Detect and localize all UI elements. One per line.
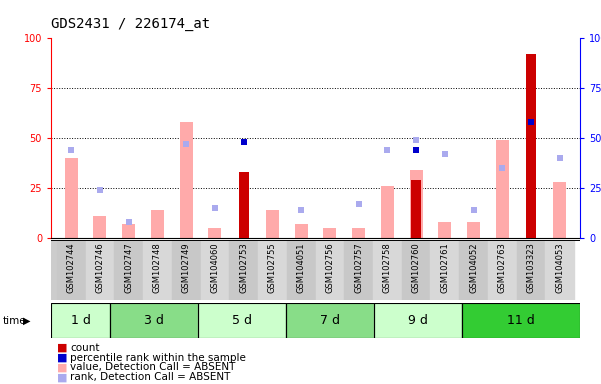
Text: percentile rank within the sample: percentile rank within the sample (70, 353, 246, 362)
Text: 7 d: 7 d (320, 314, 340, 327)
Bar (401, 240, 430, 300)
Bar (57, 240, 85, 300)
Text: GSM102747: GSM102747 (124, 242, 133, 293)
Bar (258, 240, 287, 300)
Text: GSM104051: GSM104051 (297, 242, 306, 293)
Bar (554, 182, 566, 238)
Bar (151, 210, 164, 238)
Text: GSM102749: GSM102749 (182, 242, 191, 293)
Bar (198, 303, 286, 338)
Text: GSM102748: GSM102748 (153, 242, 162, 293)
Text: GSM102760: GSM102760 (412, 242, 421, 293)
Text: 5 d: 5 d (232, 314, 252, 327)
Bar (122, 224, 135, 238)
Bar (381, 186, 394, 238)
Text: GSM102756: GSM102756 (325, 242, 334, 293)
Bar (110, 303, 198, 338)
Text: GSM103323: GSM103323 (526, 242, 535, 293)
Text: GSM102757: GSM102757 (354, 242, 363, 293)
Text: GSM102763: GSM102763 (498, 242, 507, 293)
Bar (462, 303, 580, 338)
Text: 9 d: 9 d (409, 314, 429, 327)
Text: 11 d: 11 d (507, 314, 535, 327)
Bar (526, 55, 536, 238)
Bar (546, 240, 574, 300)
Bar (496, 140, 509, 238)
Text: count: count (70, 343, 100, 353)
Text: ■: ■ (57, 353, 67, 362)
Bar (201, 240, 230, 300)
Text: GSM102758: GSM102758 (383, 242, 392, 293)
Text: time: time (3, 316, 26, 326)
Text: 1 d: 1 d (70, 314, 90, 327)
Text: GDS2431 / 226174_at: GDS2431 / 226174_at (51, 17, 210, 31)
Bar (85, 240, 114, 300)
Bar (316, 240, 344, 300)
Bar (110, 303, 198, 338)
Text: 3 d: 3 d (144, 314, 164, 327)
Text: ■: ■ (57, 343, 67, 353)
Text: GSM102746: GSM102746 (96, 242, 105, 293)
Text: GSM102744: GSM102744 (67, 242, 76, 293)
Bar (438, 222, 451, 238)
Bar (294, 224, 308, 238)
Bar (430, 240, 459, 300)
Text: ■: ■ (57, 372, 67, 382)
Bar (230, 240, 258, 300)
Bar (286, 303, 374, 338)
Bar (287, 240, 316, 300)
Bar (209, 228, 221, 238)
Bar (266, 210, 279, 238)
Bar (410, 170, 423, 238)
Bar (374, 303, 462, 338)
Text: GSM104060: GSM104060 (210, 242, 219, 293)
Bar (51, 303, 110, 338)
Bar (374, 303, 462, 338)
Bar (323, 228, 337, 238)
Bar (488, 240, 517, 300)
Bar (65, 158, 78, 238)
Bar (373, 240, 401, 300)
Bar (172, 240, 201, 300)
Text: GSM104052: GSM104052 (469, 242, 478, 293)
Text: value, Detection Call = ABSENT: value, Detection Call = ABSENT (70, 362, 236, 372)
Bar (286, 303, 374, 338)
Bar (411, 180, 421, 238)
Bar (198, 303, 286, 338)
Bar (180, 122, 193, 238)
Text: GSM102761: GSM102761 (441, 242, 450, 293)
Text: ▶: ▶ (23, 316, 30, 326)
Bar (352, 228, 365, 238)
Bar (114, 240, 143, 300)
Bar (94, 216, 106, 238)
Bar (51, 303, 110, 338)
Text: GSM102755: GSM102755 (268, 242, 277, 293)
Bar (239, 172, 249, 238)
Bar (344, 240, 373, 300)
Bar (467, 222, 480, 238)
Text: ■: ■ (57, 362, 67, 372)
Bar (517, 240, 546, 300)
Text: GSM104053: GSM104053 (555, 242, 564, 293)
Bar (143, 240, 172, 300)
Bar (462, 303, 580, 338)
Bar (459, 240, 488, 300)
Text: GSM102753: GSM102753 (239, 242, 248, 293)
Text: rank, Detection Call = ABSENT: rank, Detection Call = ABSENT (70, 372, 231, 382)
